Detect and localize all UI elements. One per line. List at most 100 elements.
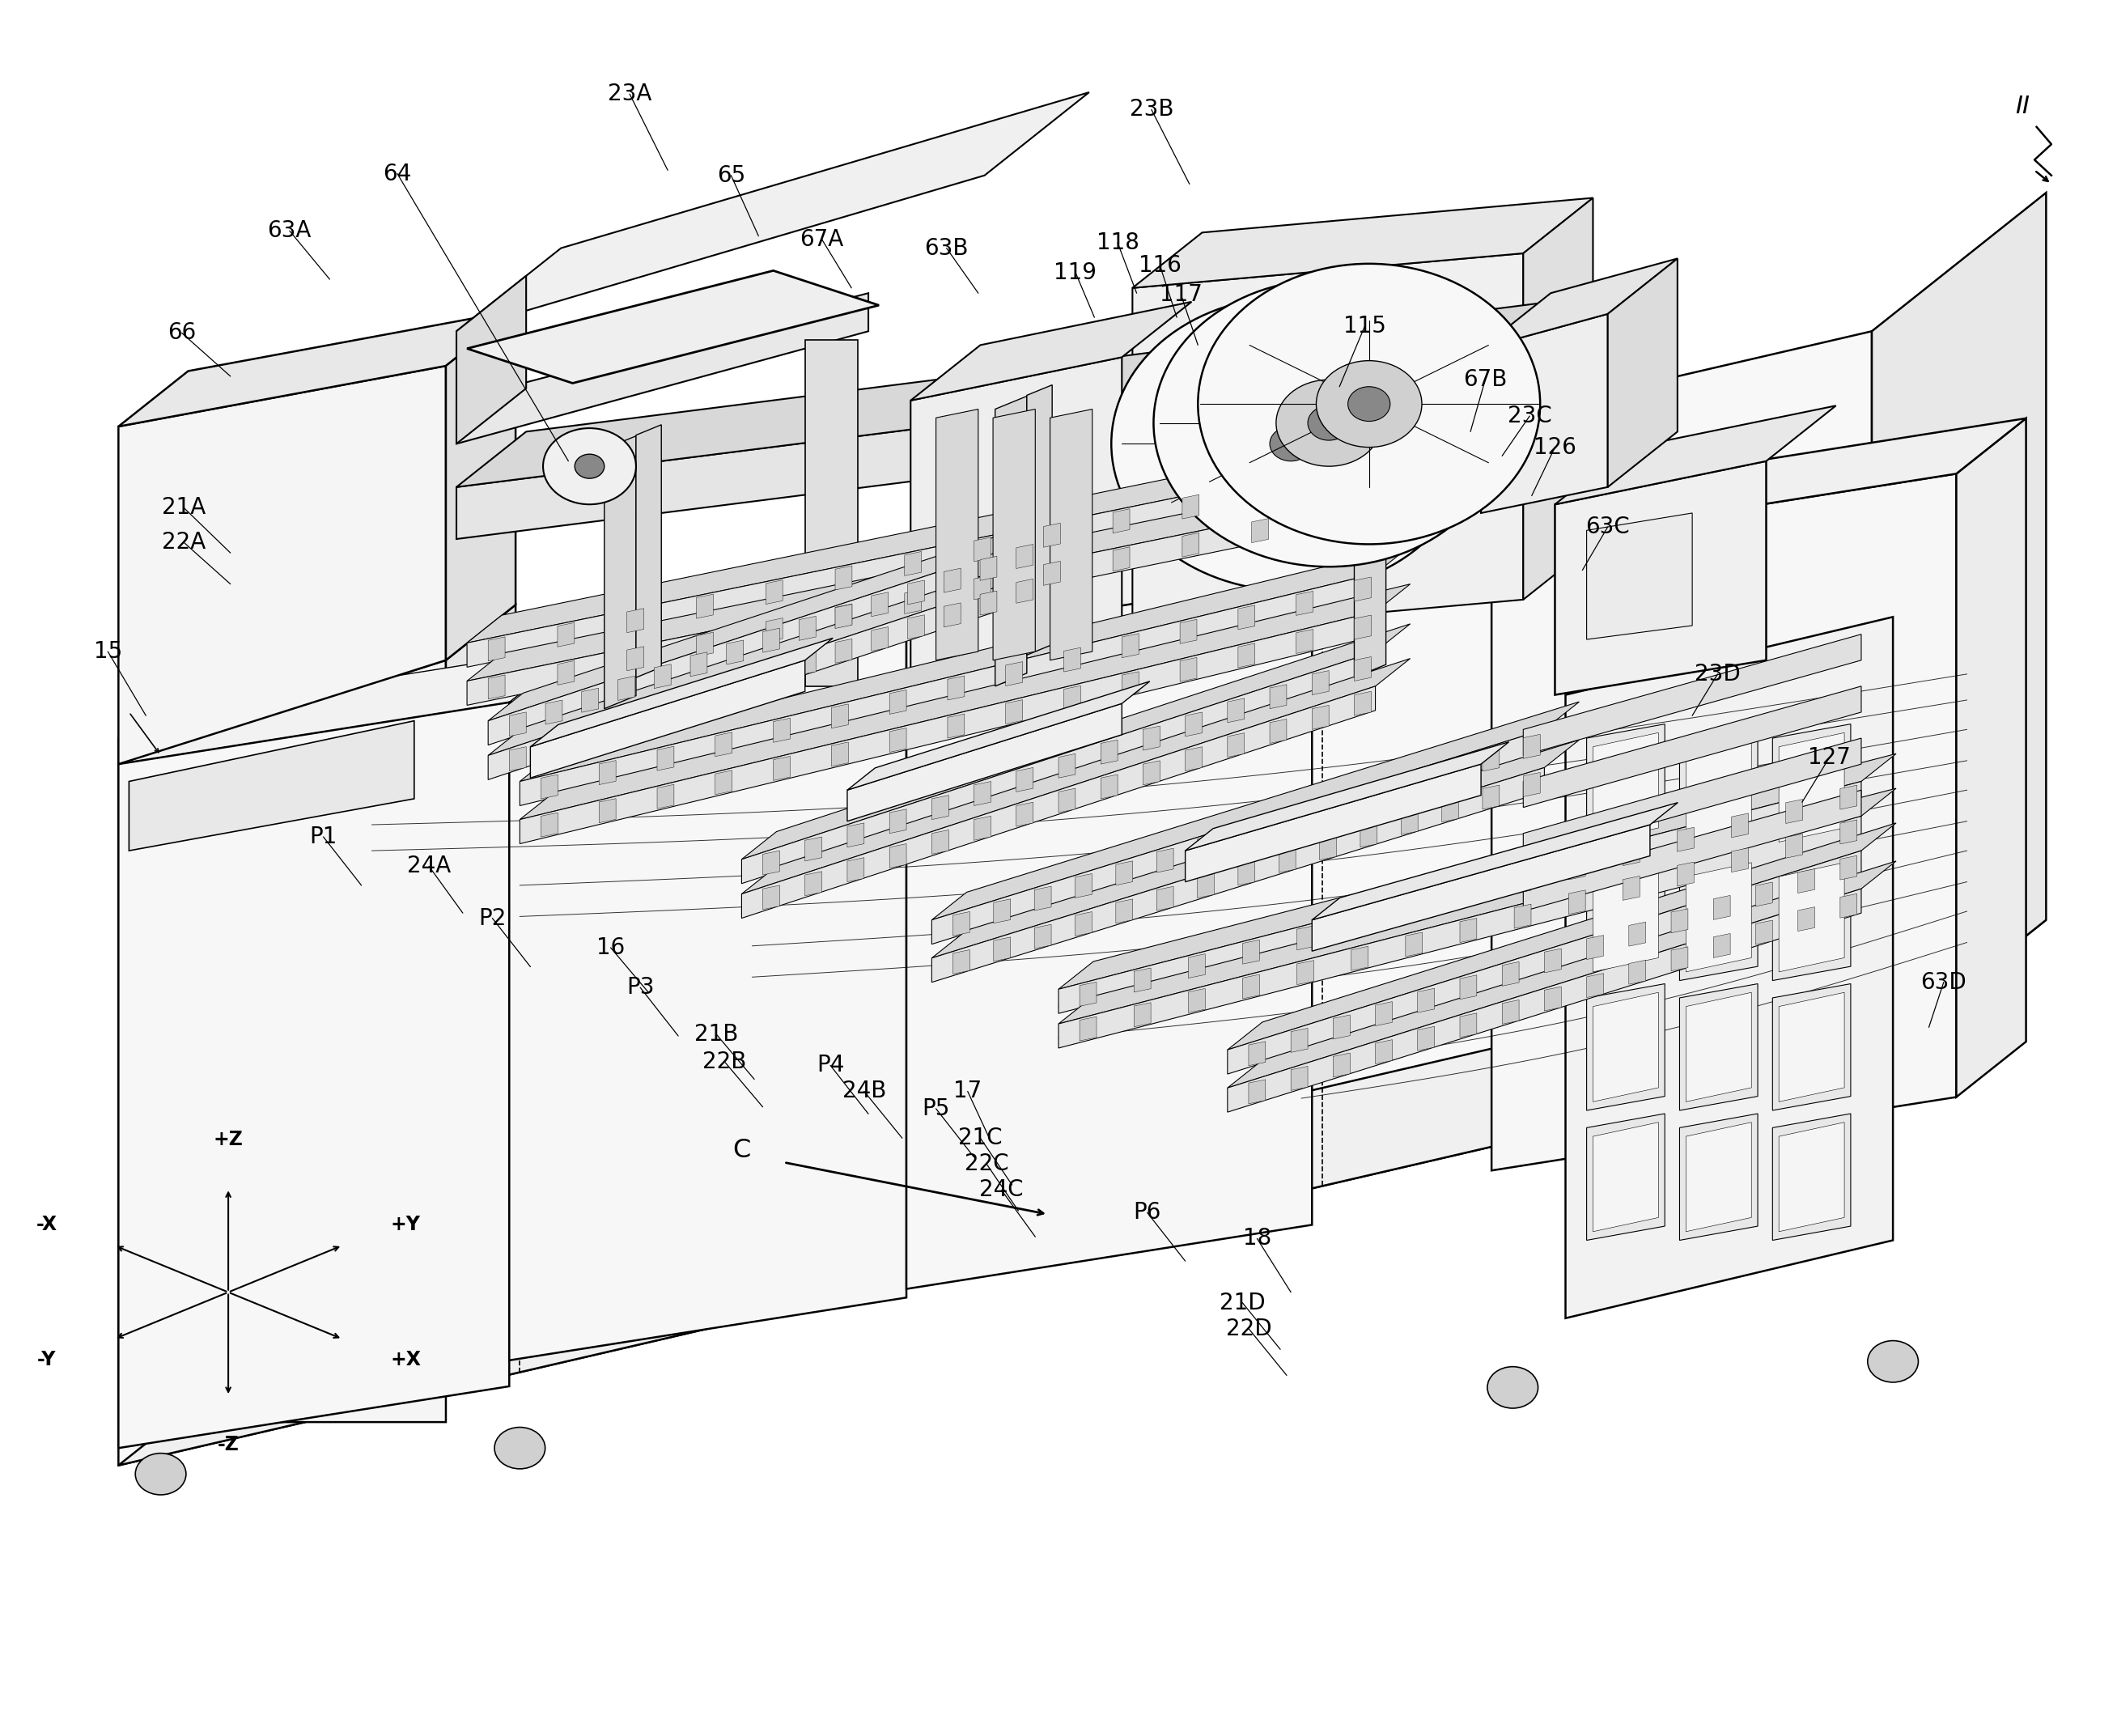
Polygon shape: [1778, 993, 1844, 1102]
Polygon shape: [1787, 799, 1804, 823]
Polygon shape: [1186, 746, 1202, 771]
Polygon shape: [993, 410, 1035, 660]
Polygon shape: [931, 795, 948, 819]
Text: C: C: [732, 1137, 752, 1163]
Polygon shape: [1586, 514, 1691, 639]
Polygon shape: [931, 740, 1579, 958]
Polygon shape: [889, 809, 906, 833]
Text: 63C: 63C: [1586, 516, 1630, 538]
Polygon shape: [1181, 533, 1198, 557]
Polygon shape: [1492, 418, 2026, 547]
Polygon shape: [531, 639, 832, 746]
Polygon shape: [468, 446, 1516, 681]
Polygon shape: [1376, 1002, 1393, 1026]
Polygon shape: [542, 812, 559, 837]
Text: 63D: 63D: [1920, 970, 1967, 993]
Polygon shape: [1592, 863, 1658, 972]
Text: 21C: 21C: [959, 1127, 1003, 1149]
Polygon shape: [468, 271, 879, 384]
Polygon shape: [510, 746, 527, 771]
Polygon shape: [1461, 884, 1478, 908]
Polygon shape: [1198, 873, 1215, 898]
Polygon shape: [974, 781, 991, 806]
Polygon shape: [726, 675, 743, 700]
Polygon shape: [1840, 785, 1857, 809]
Circle shape: [495, 1427, 546, 1469]
Polygon shape: [1181, 495, 1198, 519]
Polygon shape: [1188, 988, 1205, 1012]
Polygon shape: [1677, 828, 1694, 852]
Polygon shape: [1355, 615, 1372, 639]
Polygon shape: [1361, 785, 1378, 809]
Polygon shape: [582, 687, 599, 712]
Polygon shape: [546, 734, 563, 759]
Polygon shape: [1291, 1066, 1308, 1090]
Polygon shape: [1016, 578, 1033, 602]
Polygon shape: [457, 276, 527, 444]
Polygon shape: [872, 627, 889, 651]
Text: 64: 64: [383, 163, 411, 186]
Polygon shape: [1186, 741, 1509, 851]
Polygon shape: [773, 719, 790, 743]
Polygon shape: [1243, 939, 1260, 963]
Polygon shape: [1461, 918, 1478, 943]
Polygon shape: [804, 837, 821, 861]
Polygon shape: [1569, 891, 1586, 915]
Polygon shape: [762, 885, 779, 910]
Polygon shape: [1101, 774, 1118, 799]
Polygon shape: [1592, 1121, 1658, 1231]
Polygon shape: [1135, 969, 1152, 993]
Polygon shape: [1679, 854, 1757, 981]
Polygon shape: [1143, 760, 1160, 785]
Polygon shape: [1670, 908, 1687, 932]
Polygon shape: [599, 760, 616, 785]
Polygon shape: [908, 615, 925, 639]
Polygon shape: [1133, 198, 1592, 288]
Polygon shape: [1035, 887, 1052, 911]
Polygon shape: [1677, 863, 1694, 885]
Polygon shape: [1058, 788, 1075, 812]
Polygon shape: [832, 741, 849, 766]
Text: -Z: -Z: [218, 1436, 239, 1455]
Polygon shape: [1361, 823, 1378, 847]
Polygon shape: [798, 651, 815, 675]
Polygon shape: [741, 623, 1410, 859]
Polygon shape: [1228, 889, 1861, 1113]
Polygon shape: [690, 687, 707, 712]
Polygon shape: [599, 799, 616, 823]
Polygon shape: [906, 521, 1382, 639]
Circle shape: [544, 429, 635, 505]
Polygon shape: [993, 899, 1010, 924]
Polygon shape: [1871, 193, 2047, 1059]
Polygon shape: [635, 425, 661, 677]
Polygon shape: [1406, 898, 1423, 922]
Polygon shape: [1319, 835, 1336, 859]
Polygon shape: [1080, 1017, 1097, 1042]
Polygon shape: [1778, 1121, 1844, 1231]
Text: 15: 15: [93, 641, 123, 663]
Polygon shape: [766, 618, 783, 642]
Polygon shape: [1461, 1014, 1478, 1038]
Polygon shape: [1679, 984, 1757, 1111]
Polygon shape: [804, 340, 857, 686]
Polygon shape: [1628, 960, 1645, 984]
Polygon shape: [489, 573, 1037, 779]
Polygon shape: [1514, 904, 1531, 929]
Text: 21B: 21B: [694, 1023, 739, 1045]
Polygon shape: [910, 302, 1192, 401]
Polygon shape: [119, 366, 447, 764]
Text: 67A: 67A: [800, 227, 845, 250]
Polygon shape: [1228, 698, 1245, 722]
Polygon shape: [936, 410, 978, 660]
Polygon shape: [1569, 856, 1586, 880]
Text: 117: 117: [1160, 283, 1202, 306]
Polygon shape: [931, 701, 1579, 920]
Polygon shape: [1679, 724, 1757, 851]
Polygon shape: [1114, 509, 1130, 533]
Polygon shape: [1122, 672, 1139, 696]
Polygon shape: [1685, 1121, 1751, 1231]
Polygon shape: [1503, 962, 1520, 986]
Polygon shape: [531, 660, 804, 778]
Polygon shape: [1044, 561, 1061, 585]
Polygon shape: [1351, 911, 1368, 936]
